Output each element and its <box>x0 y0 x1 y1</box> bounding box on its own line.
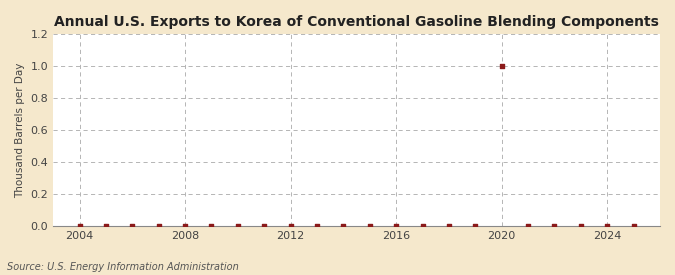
Point <box>549 224 560 228</box>
Point <box>417 224 428 228</box>
Point <box>180 224 190 228</box>
Title: Annual U.S. Exports to Korea of Conventional Gasoline Blending Components: Annual U.S. Exports to Korea of Conventi… <box>54 15 659 29</box>
Y-axis label: Thousand Barrels per Day: Thousand Barrels per Day <box>15 62 25 198</box>
Text: Source: U.S. Energy Information Administration: Source: U.S. Energy Information Administ… <box>7 262 238 272</box>
Point <box>286 224 296 228</box>
Point <box>391 224 402 228</box>
Point <box>443 224 454 228</box>
Point <box>470 224 481 228</box>
Point <box>101 224 111 228</box>
Point <box>259 224 269 228</box>
Point <box>74 224 85 228</box>
Point <box>127 224 138 228</box>
Point <box>522 224 533 228</box>
Point <box>232 224 243 228</box>
Point <box>628 224 639 228</box>
Point <box>496 64 507 68</box>
Point <box>206 224 217 228</box>
Point <box>576 224 587 228</box>
Point <box>364 224 375 228</box>
Point <box>338 224 349 228</box>
Point <box>153 224 164 228</box>
Point <box>602 224 613 228</box>
Point <box>312 224 323 228</box>
